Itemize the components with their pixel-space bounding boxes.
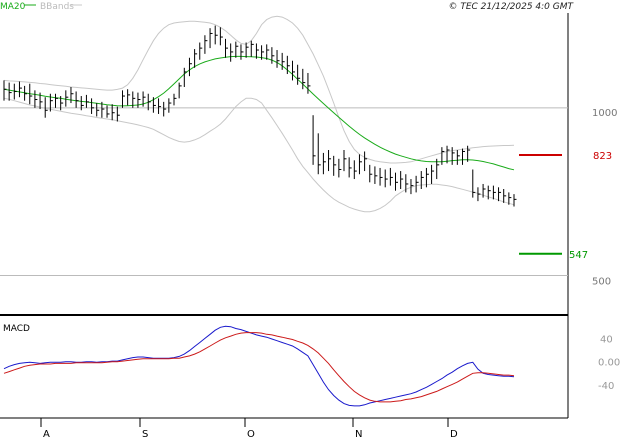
x-axis: A S O N D xyxy=(0,417,568,440)
legend-bbands: BBands xyxy=(40,2,74,12)
ma20-line xyxy=(3,55,515,171)
price-panel: 1000 500 823 547 xyxy=(0,13,617,315)
macd-tick-label-0: 0.00 xyxy=(598,358,620,369)
bollinger-lower-band xyxy=(3,97,515,213)
legend-ma20: MA20 xyxy=(0,2,26,12)
macd-tick-label-neg40: -40 xyxy=(598,381,614,392)
support-level-label: 547 xyxy=(569,250,588,261)
x-tick-label-sep: S xyxy=(142,429,148,440)
y-tick-label-500: 500 xyxy=(592,277,611,288)
y-tick-label-1000: 1000 xyxy=(592,108,617,119)
macd-tick-label-40: 40 xyxy=(600,334,613,345)
x-tick-label-nov: N xyxy=(355,429,362,440)
x-tick-label-dec: D xyxy=(450,429,458,440)
macd-line xyxy=(3,325,515,407)
x-tick-label-oct: O xyxy=(247,429,255,440)
macd-title: MACD xyxy=(3,324,30,334)
x-tick-label-aug: A xyxy=(43,429,50,440)
signal-line xyxy=(3,332,515,403)
price-bars xyxy=(3,25,517,207)
copyright-timestamp: © TEC 21/12/2025 4:0 GMT xyxy=(448,2,574,12)
macd-panel: MACD 40 0.00 -40 xyxy=(3,315,620,418)
resistance-level-label: 823 xyxy=(593,151,612,162)
bollinger-upper-band xyxy=(3,15,515,164)
